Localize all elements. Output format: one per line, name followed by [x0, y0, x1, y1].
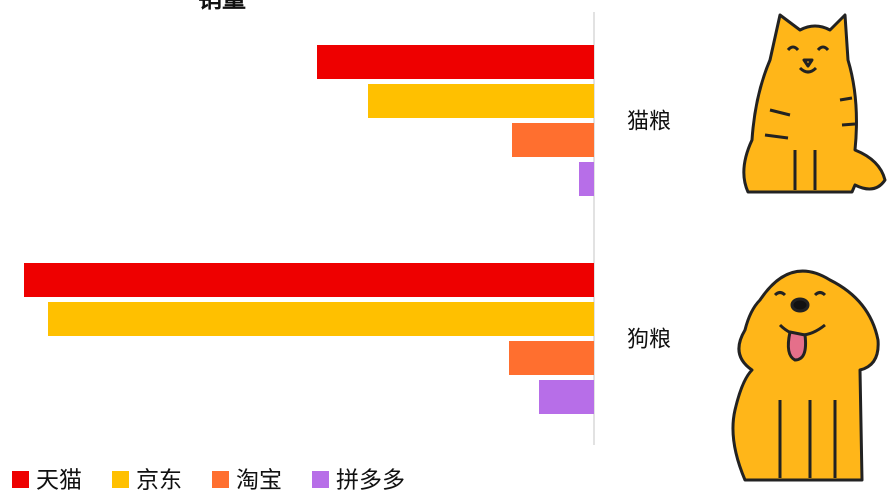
legend-label: 京东 [136, 468, 182, 494]
legend-label: 淘宝 [236, 468, 282, 494]
bar [317, 45, 594, 79]
category-label: 猫粮 [627, 110, 671, 135]
category-label: 狗粮 [627, 328, 671, 353]
bar [509, 341, 594, 375]
legend-label: 天猫 [36, 468, 82, 494]
legend-swatch [312, 471, 329, 488]
bar [512, 123, 594, 157]
legend-swatch [12, 471, 29, 488]
legend-swatch [112, 471, 129, 488]
bar [24, 263, 594, 297]
legend-label: 拼多多 [336, 468, 405, 494]
bar [539, 380, 594, 414]
legend-swatch [212, 471, 229, 488]
bar [48, 302, 594, 336]
bar [368, 84, 594, 118]
bar [579, 162, 594, 196]
cat-illustration [742, 13, 887, 194]
chart-title: 销量 [198, 0, 246, 13]
dog-illustration [731, 269, 880, 482]
